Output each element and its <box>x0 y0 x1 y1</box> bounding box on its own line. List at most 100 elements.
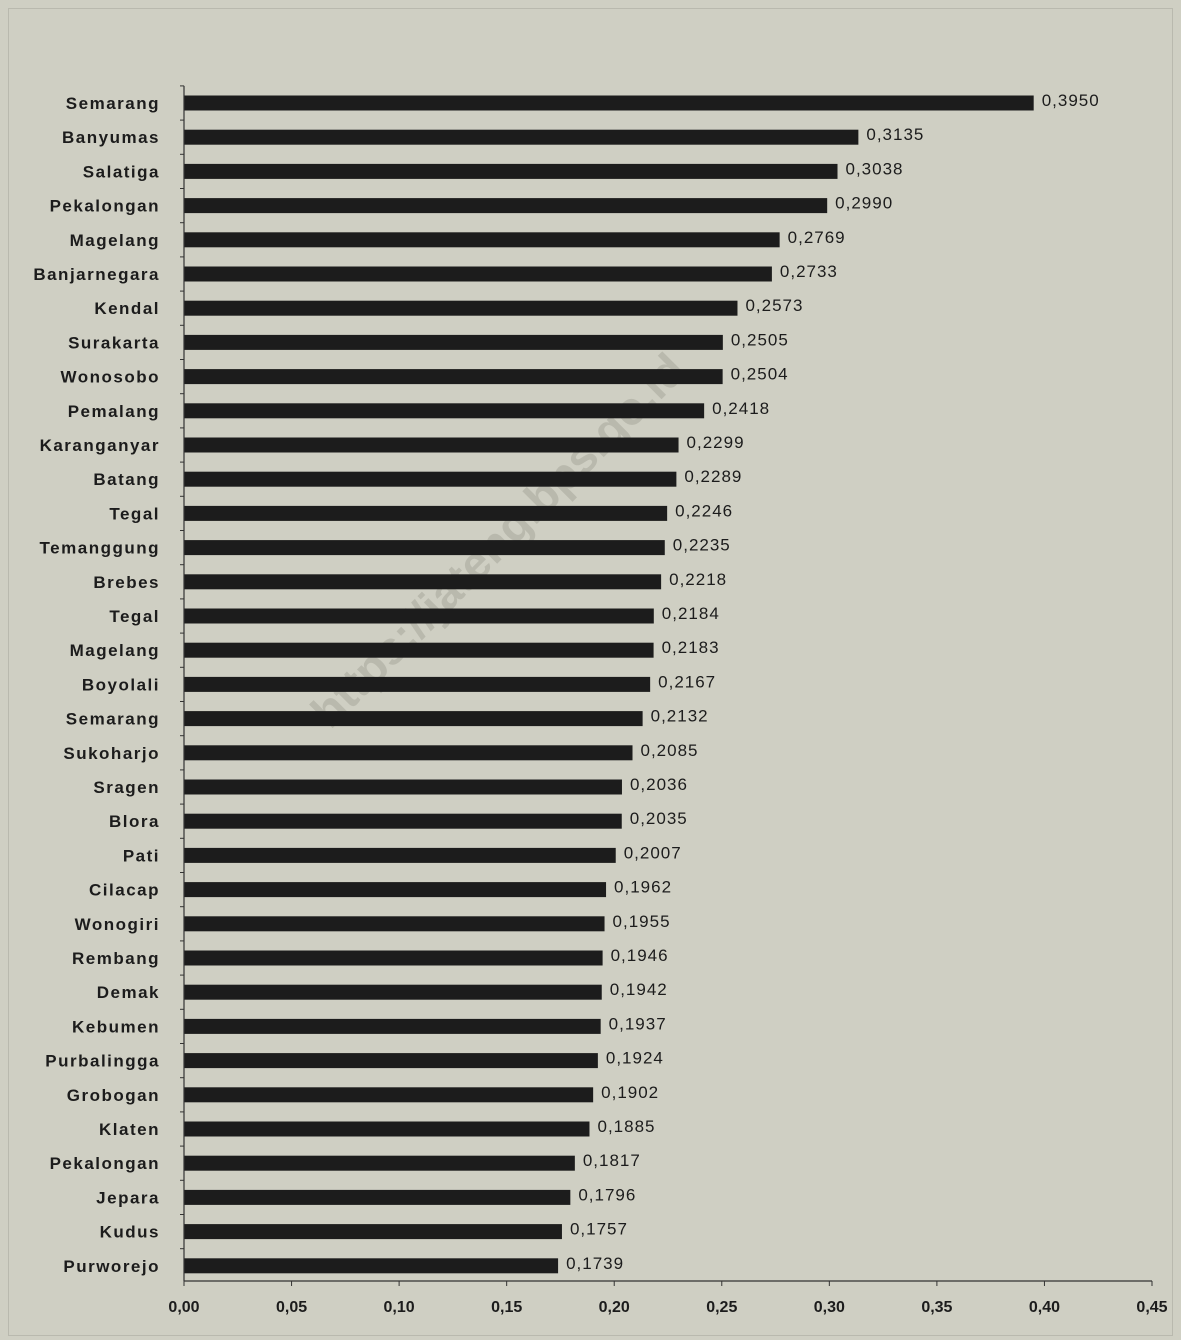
value-label: 0,1924 <box>606 1049 664 1068</box>
value-label: 0,1885 <box>597 1117 655 1136</box>
category-label: Wonosobo <box>61 368 161 387</box>
category-label: Pemalang <box>68 402 160 421</box>
category-label: Boyolali <box>82 675 160 694</box>
bar <box>184 471 677 487</box>
category-label: Kendal <box>94 299 160 318</box>
value-label: 0,2246 <box>675 501 733 520</box>
category-label: Blora <box>109 812 160 831</box>
x-tick-label: 0,10 <box>384 1299 415 1316</box>
category-label: Magelang <box>70 231 160 250</box>
bar <box>184 129 859 145</box>
bar <box>184 1224 562 1240</box>
category-label: Salatiga <box>83 162 160 181</box>
category-label: Karanganyar <box>40 436 160 455</box>
value-label: 0,1817 <box>583 1151 641 1170</box>
chart-frame <box>8 8 1173 1336</box>
value-label: 0,1739 <box>566 1254 624 1273</box>
value-label: 0,1962 <box>614 878 672 897</box>
x-tick-label: 0,15 <box>491 1299 522 1316</box>
value-label: 0,3135 <box>866 125 924 144</box>
bar <box>184 642 654 658</box>
x-tick-label: 0,00 <box>168 1299 199 1316</box>
bar <box>184 1087 594 1103</box>
category-label: Magelang <box>70 641 160 660</box>
bar <box>184 984 602 1000</box>
value-label: 0,1757 <box>570 1220 628 1239</box>
value-label: 0,2132 <box>651 707 709 726</box>
bar <box>184 1189 571 1205</box>
x-tick-label: 0,40 <box>1029 1299 1060 1316</box>
axes-group: 0,00 0,05 0,10 0,15 0,20 0,25 0,30 0,35 0,40 0,45 <box>168 85 1168 1316</box>
x-tick-label: 0,20 <box>599 1299 630 1316</box>
category-label: Sukoharjo <box>63 744 160 763</box>
category-label: Grobogan <box>67 1086 160 1105</box>
bar <box>184 813 622 829</box>
category-label: Batang <box>93 470 160 489</box>
value-label: 0,2218 <box>669 570 727 589</box>
value-label: 0,2505 <box>731 330 789 349</box>
bar <box>184 608 654 624</box>
category-label: Klaten <box>99 1120 160 1139</box>
bar <box>184 847 616 863</box>
category-label: Kebumen <box>72 1017 160 1036</box>
bar <box>184 437 679 453</box>
category-label: Semarang <box>66 710 160 729</box>
value-label: 0,2085 <box>641 741 699 760</box>
category-label: Purbalingga <box>45 1052 160 1071</box>
value-label: 0,2769 <box>788 228 846 247</box>
bar <box>184 676 651 692</box>
value-label: 0,1942 <box>610 980 668 999</box>
value-label: 0,2235 <box>673 536 731 555</box>
category-label: Banyumas <box>62 128 160 147</box>
bar <box>184 745 633 761</box>
category-label: Brebes <box>93 573 160 592</box>
bars-group <box>184 95 1034 1274</box>
value-label: 0,1946 <box>611 946 669 965</box>
bar <box>184 950 603 966</box>
category-label: Tegal <box>109 504 160 523</box>
value-label: 0,2990 <box>835 194 893 213</box>
category-label: Temanggung <box>40 539 160 558</box>
value-label: 0,2007 <box>624 843 682 862</box>
value-label: 0,2036 <box>630 775 688 794</box>
value-labels-group: 0,3950 0,3135 0,3038 0,2990 0,2769 0,2733 0,25… <box>566 91 1099 1273</box>
bar <box>184 300 738 316</box>
value-label: 0,2299 <box>687 433 745 452</box>
bar <box>184 266 772 282</box>
value-label: 0,3038 <box>846 159 904 178</box>
category-label: Purworejo <box>63 1257 160 1276</box>
value-label: 0,1955 <box>613 912 671 931</box>
bar <box>184 1155 575 1171</box>
bar <box>184 163 838 179</box>
category-label: Jepara <box>96 1188 160 1207</box>
bar <box>184 540 665 556</box>
x-tick-label: 0,30 <box>814 1299 845 1316</box>
bar <box>184 882 607 898</box>
x-tick-label: 0,35 <box>921 1299 952 1316</box>
bar <box>184 232 780 248</box>
value-label: 0,2035 <box>630 809 688 828</box>
category-label: Tegal <box>109 607 160 626</box>
bar <box>184 916 605 932</box>
x-tick-label: 0,45 <box>1136 1299 1167 1316</box>
value-label: 0,1796 <box>578 1185 636 1204</box>
bar <box>184 1018 601 1034</box>
category-label: Rembang <box>72 949 160 968</box>
bar <box>184 334 723 350</box>
category-label: Surakarta <box>68 333 160 352</box>
value-label: 0,2418 <box>712 399 770 418</box>
bar <box>184 574 662 590</box>
x-tick-label: 0,25 <box>706 1299 737 1316</box>
category-label: Pati <box>123 846 160 865</box>
category-label: Demak <box>97 983 160 1002</box>
value-label: 0,2167 <box>658 672 716 691</box>
category-label: Wonogiri <box>75 915 160 934</box>
bar <box>184 403 705 419</box>
value-label: 0,2573 <box>745 296 803 315</box>
category-label: Sragen <box>93 778 160 797</box>
bar <box>184 198 828 214</box>
category-label: Cilacap <box>89 881 160 900</box>
value-label: 0,2504 <box>731 365 789 384</box>
